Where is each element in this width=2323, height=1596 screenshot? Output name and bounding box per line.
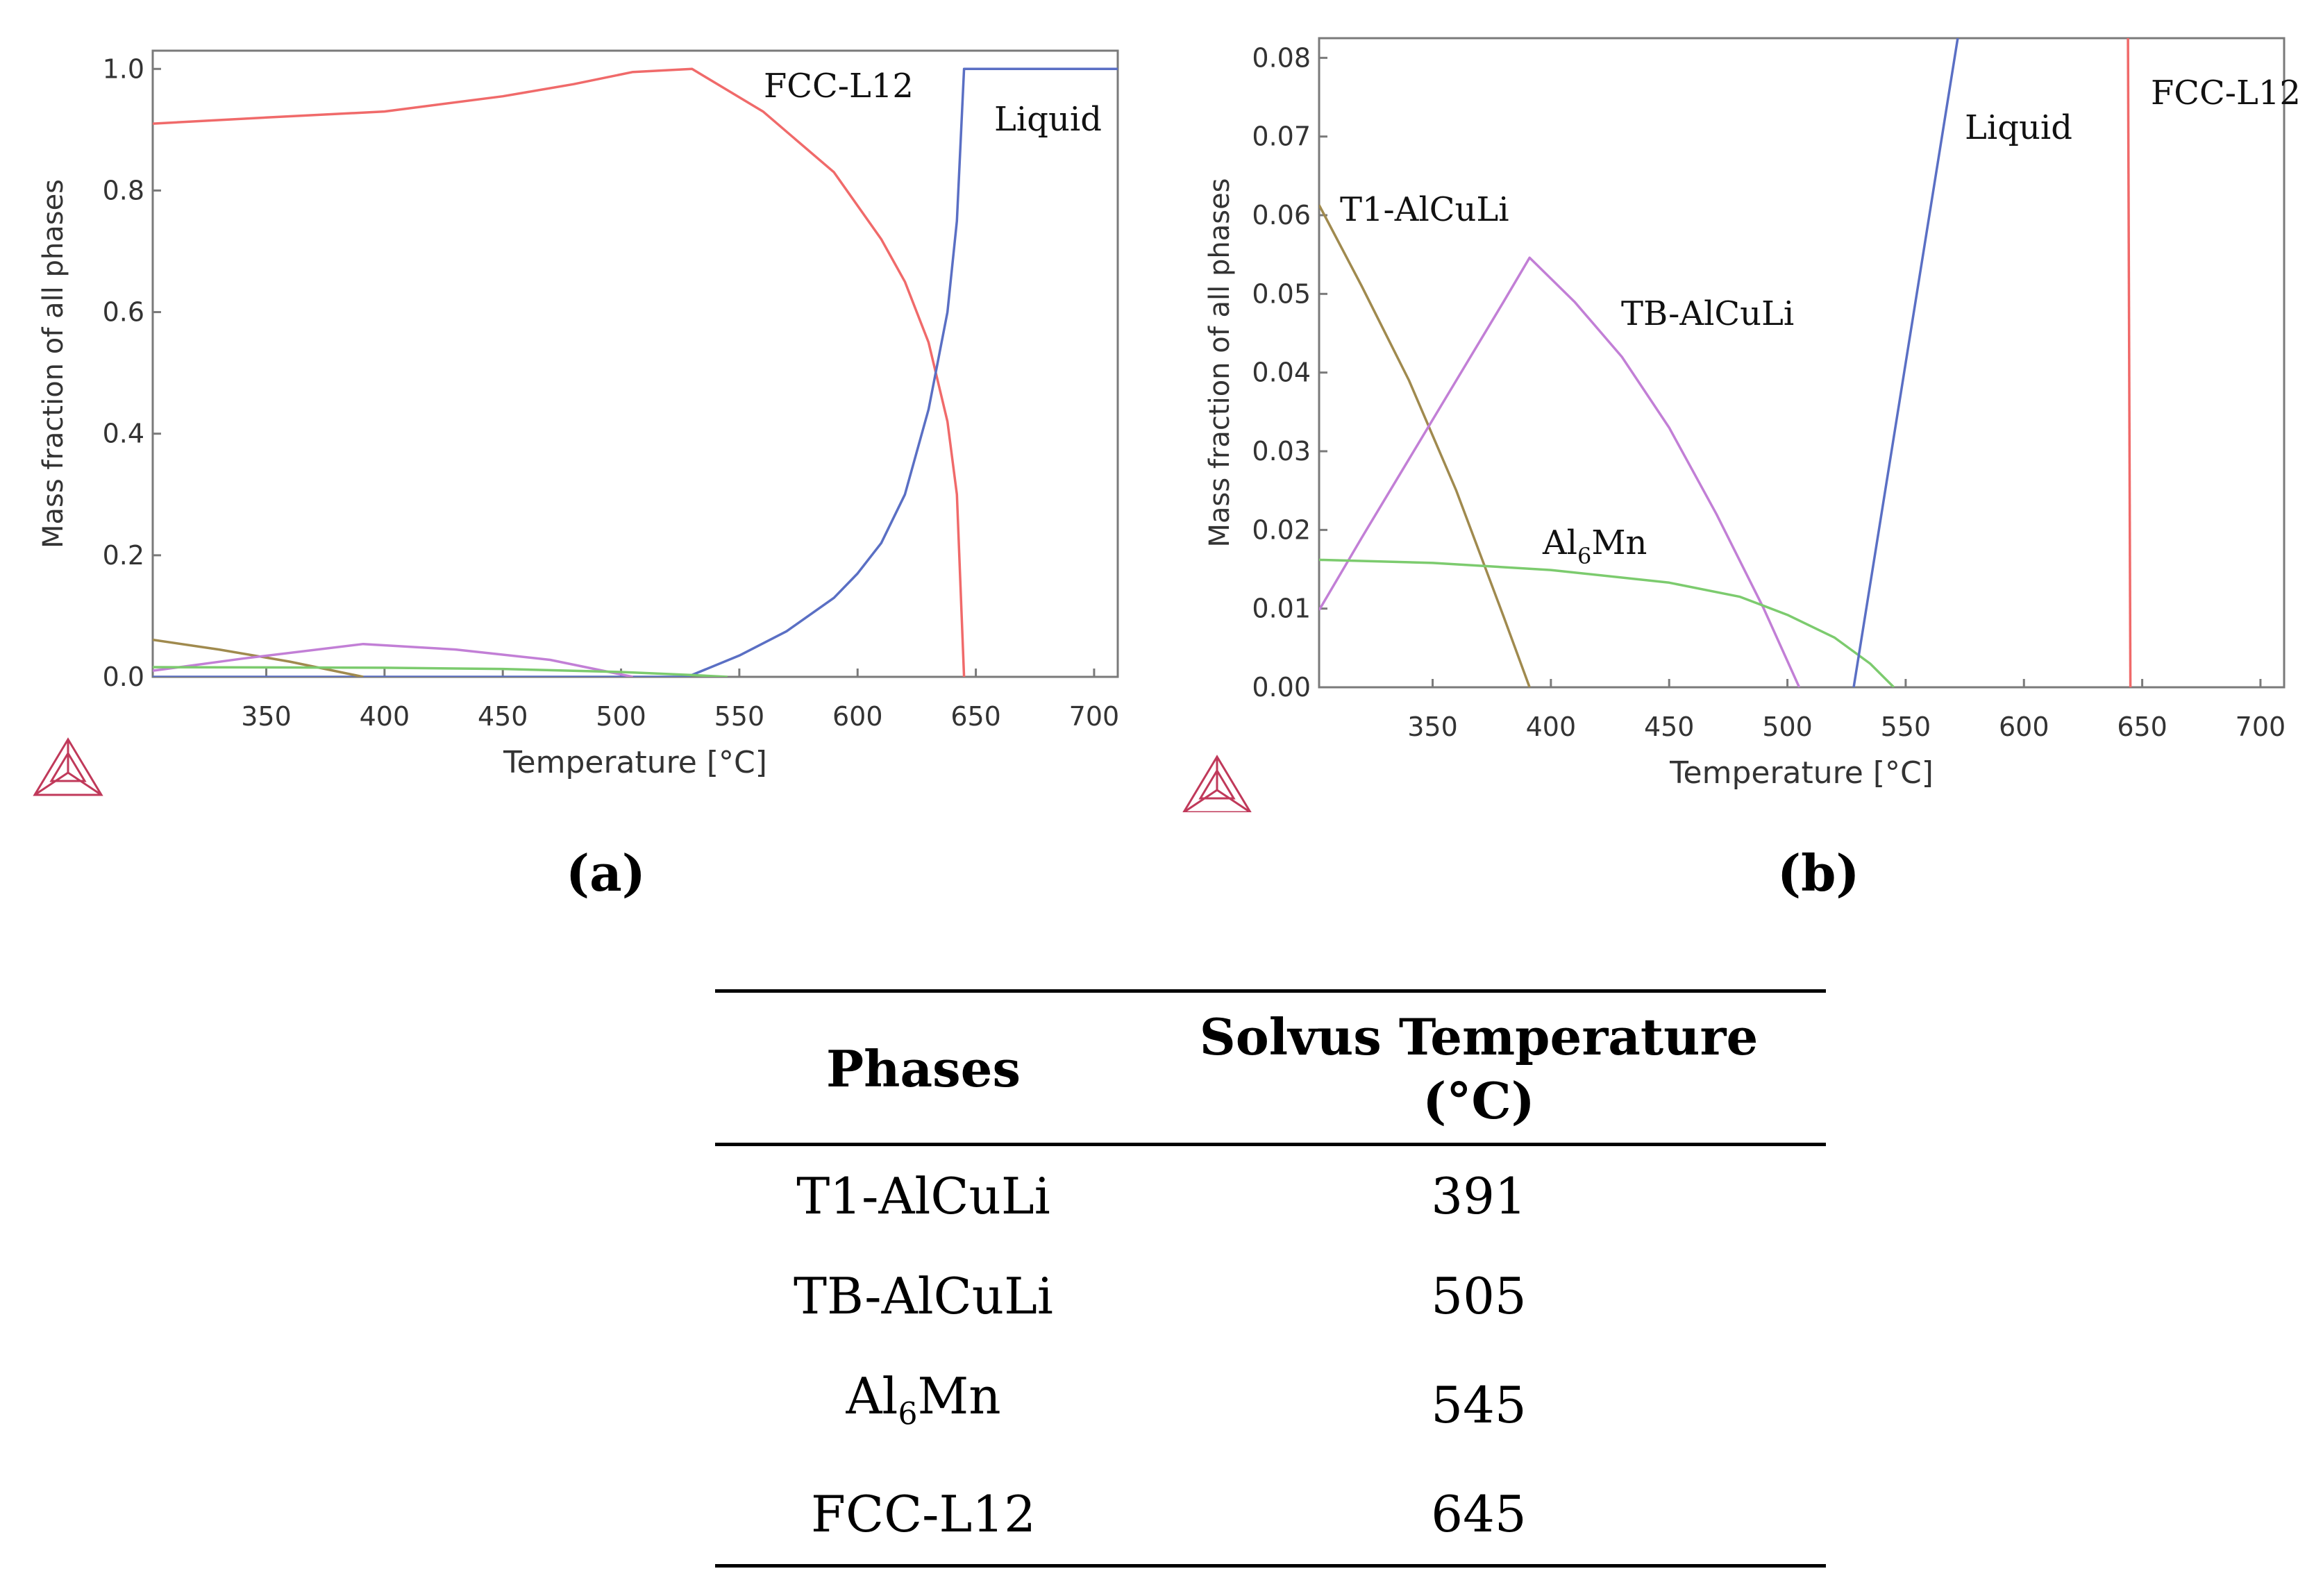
x-tick-label: 450 xyxy=(478,701,528,732)
solvus-table: Phases Solvus Temperature (°C) T1-AlCuLi… xyxy=(715,989,1826,1568)
header-solvus-unit: (°C) xyxy=(1423,1071,1535,1130)
series-label: TB-AlCuLi xyxy=(1621,294,1794,333)
x-tick-label: 400 xyxy=(360,701,410,732)
series-label-tail: Mn xyxy=(1591,523,1647,562)
phase-cell: FCC-L12 xyxy=(811,1485,1036,1544)
series-label: FCC-L12 xyxy=(2151,74,2301,112)
header-solvus-temperature: Solvus Temperature (°C) xyxy=(1132,991,1826,1145)
x-tick-label: 450 xyxy=(1644,712,1695,742)
plot-frame xyxy=(151,49,1119,678)
x-tick-label: 600 xyxy=(832,701,883,732)
table-row: T1-AlCuLi 391 xyxy=(715,1145,1826,1247)
temp-cell: 391 xyxy=(1431,1167,1527,1225)
chart-b: 350 400 450 500 550 600 650 700 0.00 0.01 0.02 0.03… xyxy=(1182,37,2301,812)
series-label: Al6Mn xyxy=(1542,523,1647,569)
table-row: TB-AlCuLi 505 xyxy=(715,1246,1826,1346)
caption-b: (b) xyxy=(1777,843,1860,902)
y-tick-label: 0.01 xyxy=(1252,594,1311,624)
chart-a: 350 400 450 500 550 600 650 700 0.0 0.2 0.4 0.6 0.8 1… xyxy=(33,49,1120,796)
x-tick-label: 650 xyxy=(2117,712,2167,742)
table-row: Al6Mn 545 xyxy=(715,1346,1826,1464)
y-tick-label: 0.8 xyxy=(103,175,144,205)
plot-frame xyxy=(1318,37,2286,689)
header-solvus-line1: Solvus Temperature xyxy=(1199,1007,1759,1066)
series-line-fcc-l12 xyxy=(153,67,966,677)
x-tick-label: 700 xyxy=(2236,712,2286,742)
y-tick-label: 0.2 xyxy=(103,540,144,571)
y-tick-label: 0.00 xyxy=(1252,672,1311,703)
series-label: T1-AlCuLi xyxy=(1340,190,1509,229)
series-line-t1-alculi xyxy=(1319,204,1531,687)
series-line-t1-alculi xyxy=(153,638,364,677)
y-tick-label: 0.03 xyxy=(1252,436,1311,467)
phase-base: Al xyxy=(846,1367,898,1425)
temp-cell: 645 xyxy=(1431,1485,1527,1544)
x-tick-label: 700 xyxy=(1069,701,1120,732)
temp-cell: 505 xyxy=(1431,1267,1527,1325)
series-line-tb-alculi xyxy=(153,642,633,677)
temp-cell: 545 xyxy=(1431,1376,1527,1435)
x-tick-label: 550 xyxy=(714,701,765,732)
series-label: Liquid xyxy=(994,100,1102,139)
series-line-al6mn xyxy=(153,666,728,677)
y-tick-label: 0.4 xyxy=(103,419,144,449)
x-tick-label: 400 xyxy=(1526,712,1577,742)
y-tick-label: 0.04 xyxy=(1252,358,1311,388)
x-tick-label: 650 xyxy=(950,701,1001,732)
y-tick-label: 1.0 xyxy=(103,53,144,84)
y-tick-label: 0.07 xyxy=(1252,121,1311,152)
header-phases: Phases xyxy=(825,1039,1021,1098)
y-tick-label: 0.08 xyxy=(1252,42,1311,73)
x-axis-label: Temperature [°C] xyxy=(1669,755,1934,791)
x-tick-label: 500 xyxy=(1762,712,1813,742)
y-tick-label: 0.0 xyxy=(103,662,144,692)
phase-cell: T1-AlCuLi xyxy=(796,1167,1050,1225)
y-tick-label: 0.05 xyxy=(1252,278,1311,309)
series-line-liquid xyxy=(153,67,1118,677)
x-tick-label: 350 xyxy=(1407,712,1458,742)
caption-a: (a) xyxy=(566,843,646,902)
x-axis-label: Temperature [°C] xyxy=(503,745,767,780)
y-tick-label: 0.02 xyxy=(1252,514,1311,545)
x-tick-label: 500 xyxy=(596,701,646,732)
series-line-liquid xyxy=(1852,38,1959,687)
y-axis-label: Mass fraction of all phases xyxy=(1204,178,1236,547)
phase-subscript: 6 xyxy=(898,1396,918,1432)
series-line-fcc-l12 xyxy=(2127,38,2132,687)
series-line-al6mn xyxy=(1319,558,1895,687)
phase-cell: Al6Mn xyxy=(715,1346,1132,1464)
x-tick-label: 350 xyxy=(241,701,292,732)
y-tick-label: 0.06 xyxy=(1252,200,1311,230)
x-tick-label: 600 xyxy=(1999,712,2049,742)
table-header-row: Phases Solvus Temperature (°C) xyxy=(715,991,1826,1145)
series-line-tb-alculi xyxy=(1319,256,1801,687)
thermo-logo-icon xyxy=(1182,755,1252,812)
series-label: FCC-L12 xyxy=(764,67,914,106)
table-row: FCC-L12 645 xyxy=(715,1464,1826,1566)
phase-tail: Mn xyxy=(917,1367,1001,1425)
x-tick-label: 550 xyxy=(1881,712,1931,742)
phase-cell: TB-AlCuLi xyxy=(794,1267,1053,1325)
y-axis-label: Mass fraction of all phases xyxy=(37,179,69,548)
series-label-subscript: 6 xyxy=(1577,543,1591,569)
thermo-logo-icon xyxy=(33,737,103,796)
y-tick-label: 0.6 xyxy=(103,297,144,328)
series-label: Liquid xyxy=(1965,108,2072,147)
